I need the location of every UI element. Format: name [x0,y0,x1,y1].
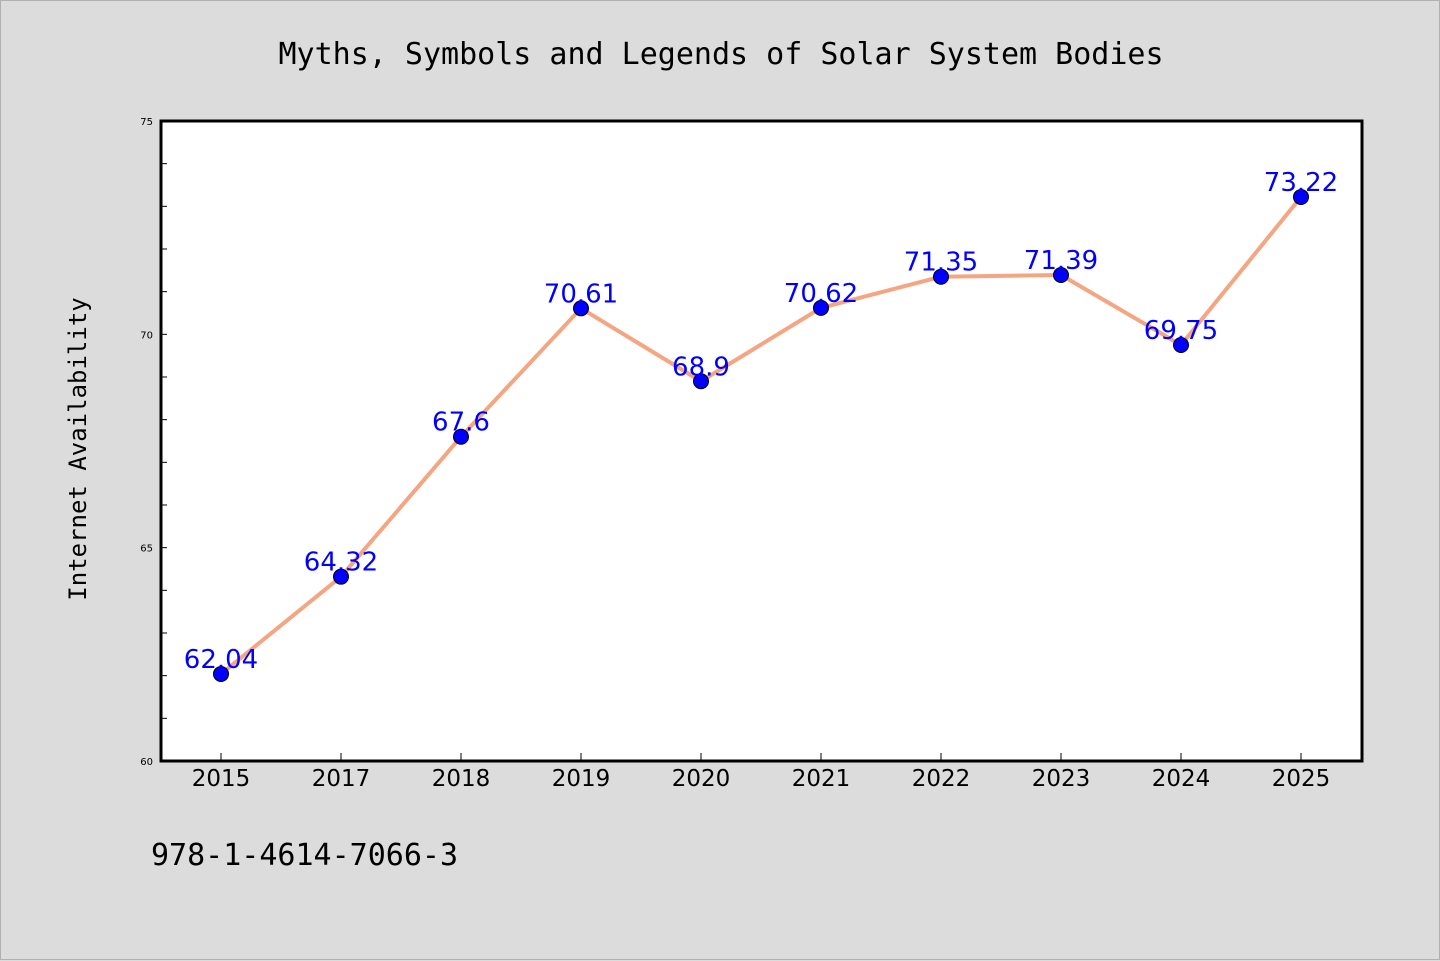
series-group: 62.04 64.32 67.6 70.61 68.9 70.62 71.35 71.39 69… [184,168,1338,682]
data-label: 62.04 [184,645,258,675]
x-tick-label: 2022 [912,766,971,792]
plot-border [159,119,1364,763]
data-label: 64.32 [304,548,378,578]
data-label: 70.61 [544,279,618,309]
x-tick-label: 2020 [672,766,731,792]
data-point [573,300,589,317]
data-label: 73.22 [1264,168,1338,198]
data-label: 71.39 [1024,246,1098,276]
data-label: 68.9 [672,352,730,382]
x-tick-label: 2021 [792,766,851,792]
x-tick-label: 2019 [552,766,611,792]
data-label: 67.6 [432,408,490,438]
y-tick-label: 65 [140,544,153,555]
x-tick-label: 2017 [312,766,371,792]
data-label: 69.75 [1144,316,1218,346]
footer-isbn: 978-1-4614-7066-3 [151,838,458,873]
data-point [1173,337,1189,353]
x-tick-label: 2018 [432,766,491,792]
data-point [933,268,949,285]
plot-area [161,121,1362,761]
data-point [1053,267,1069,284]
data-label: 71.35 [904,248,978,278]
x-tick-label: 2015 [192,766,251,792]
data-point [1293,188,1309,205]
chart-title: Myths, Symbols and Legends of Solar Syst… [278,37,1163,72]
x-tick-label: 2024 [1152,766,1211,792]
x-axis-ticks: 2015 2017 2018 2019 2020 2021 2022 2023 2024 2025 [192,753,1331,792]
y-axis-label: Internet Availability [64,297,92,600]
data-point [693,373,709,390]
data-point [213,665,229,682]
y-tick-label: 70 [140,330,153,341]
y-tick-label: 60 [140,757,153,768]
series-line [219,195,1303,676]
data-point [813,299,829,316]
x-tick-label: 2025 [1272,766,1331,792]
y-tick-label: 75 [140,117,153,128]
data-point [333,568,349,585]
data-label: 70.62 [784,279,858,309]
x-tick-label: 2023 [1032,766,1091,792]
data-point [453,428,469,445]
